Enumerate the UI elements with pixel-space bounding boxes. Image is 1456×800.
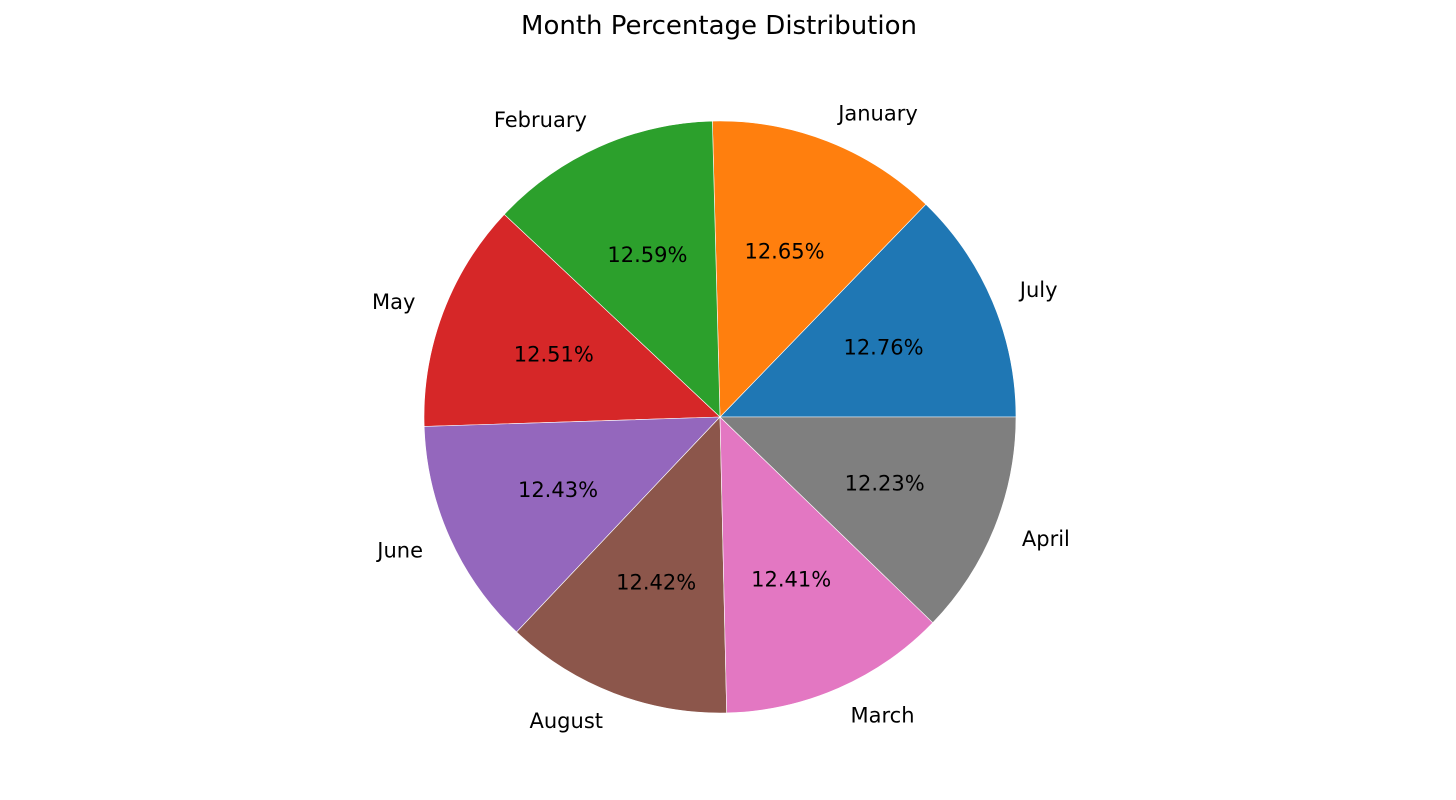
slice-label-august: August [530,709,604,733]
slice-label-march: March [851,703,915,727]
pie-slice-june [423,416,721,633]
slice-label-february: February [494,108,587,132]
slice-label-may: May [372,290,415,314]
chart-title: Month Percentage Distribution [521,11,917,41]
pie-slice-february [503,120,721,418]
slice-label-january: January [836,102,918,126]
percent-label-february: 12.59% [607,243,687,267]
slice-label-june: June [375,539,423,563]
pie-slice-january [712,120,927,418]
percent-label-july: 12.76% [843,336,923,360]
pie-slice-march [719,416,934,714]
percent-label-may: 12.51% [514,342,594,366]
slices-layer [423,120,1017,714]
percent-label-august: 12.42% [616,571,696,595]
percent-label-april: 12.23% [845,472,925,496]
percent-label-january: 12.65% [744,240,824,264]
pie-slice-april [719,416,1017,624]
percent-labels-layer: 12.76% 12.65% 12.59% 12.51% 12.43% 12.42% 12.4… [514,240,925,595]
pie-slice-may [423,213,721,427]
slice-label-april: April [1022,527,1070,551]
pie-slice-august [516,416,727,714]
percent-label-june: 12.43% [518,478,598,502]
slice-label-july: July [1018,278,1058,302]
percent-label-march: 12.41% [751,568,831,592]
slice-labels-layer: July January February May June August March Apr… [372,102,1070,733]
pie-slice-july [719,203,1017,418]
